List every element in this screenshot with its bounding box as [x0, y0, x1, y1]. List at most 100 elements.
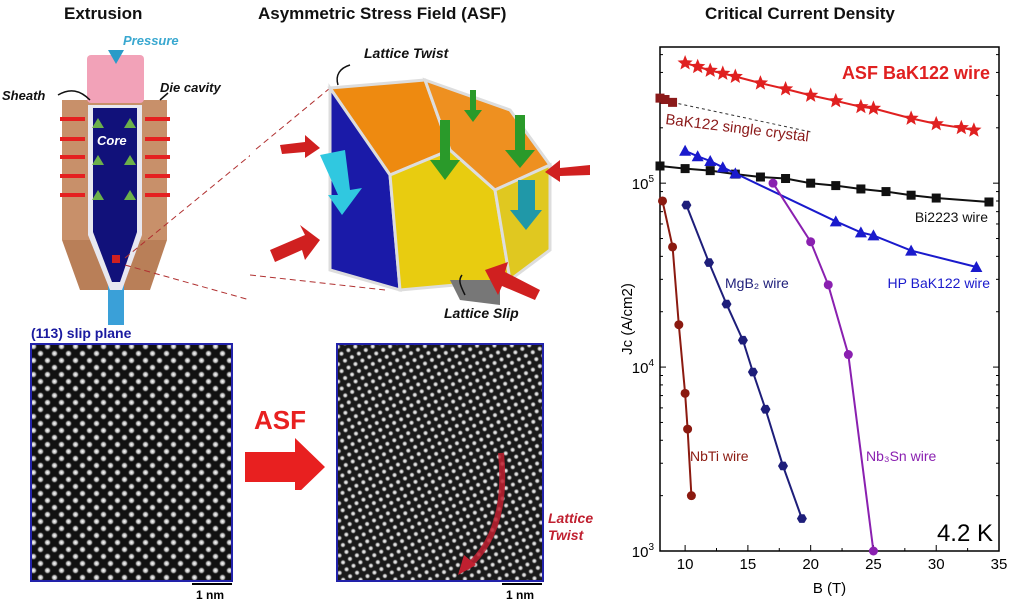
- triangle-marker: [691, 150, 704, 162]
- square-marker: [655, 93, 665, 103]
- square-marker: [906, 190, 916, 200]
- temperature-annotation: 4.2 K: [937, 520, 993, 547]
- triangle-marker: [729, 167, 742, 179]
- y-axis-label: Jc (A/cm2): [619, 283, 636, 355]
- star-marker: [777, 81, 794, 96]
- star-marker: [903, 110, 919, 125]
- triangle-marker: [704, 154, 717, 166]
- x-tick-label: 20: [802, 556, 819, 573]
- star-marker: [702, 62, 718, 77]
- triangle-marker: [679, 144, 692, 156]
- star-marker: [966, 122, 982, 137]
- slip-plane-label: (113) slip plane: [31, 325, 132, 341]
- star-marker: [928, 115, 944, 131]
- extrusion-diagram: [57, 35, 250, 325]
- scale-bar-left: [192, 583, 232, 585]
- star-marker: [865, 100, 882, 115]
- triangle-marker: [867, 229, 880, 241]
- square-marker: [806, 178, 816, 188]
- scale-label-left: 1 nm: [196, 588, 225, 602]
- triangle-marker: [829, 215, 842, 227]
- star-marker: [803, 87, 819, 102]
- circle-marker: [686, 491, 696, 501]
- bi2223-series-label: Bi2223 wire: [915, 209, 988, 225]
- star-marker: [953, 119, 969, 135]
- core-label: Core: [97, 133, 127, 148]
- square-marker: [831, 181, 841, 191]
- circle-marker: [768, 178, 778, 188]
- series-line: [661, 200, 693, 496]
- asf-title: Asymmetric Stress Field (ASF): [258, 4, 507, 23]
- circle-marker: [674, 320, 684, 330]
- circle-marker: [868, 546, 878, 556]
- stem-image-twisted: [336, 343, 544, 582]
- hexagon-marker: [737, 335, 748, 345]
- asf-arrow-label: ASF: [254, 405, 306, 435]
- star-marker: [752, 75, 769, 90]
- triangle-marker: [854, 226, 867, 238]
- nb3sn-series-label: Nb₃Sn wire: [866, 448, 936, 464]
- circle-marker: [658, 196, 668, 206]
- circle-marker: [668, 242, 678, 252]
- x-tick-label: 30: [928, 556, 945, 573]
- extrusion-title: Extrusion: [64, 4, 143, 23]
- flow-arrows-icon: [92, 118, 136, 200]
- star-marker: [690, 58, 706, 74]
- square-marker: [705, 166, 715, 176]
- square-marker: [680, 164, 690, 174]
- sheath-label: Sheath: [2, 88, 46, 103]
- plot-frame: [659, 46, 1000, 552]
- pressure-arrow-icon: [108, 35, 124, 64]
- lattice-twist-stem-label: Lattice Twist: [548, 510, 594, 543]
- square-marker: [931, 193, 941, 203]
- square-marker: [984, 197, 994, 207]
- square-marker: [660, 95, 670, 105]
- square-marker: [781, 174, 791, 184]
- square-marker: [881, 187, 891, 197]
- hexagon-marker: [704, 258, 714, 267]
- circle-marker: [806, 237, 816, 247]
- circle-marker: [823, 280, 833, 290]
- star-marker: [828, 92, 844, 108]
- mgb2-series-label: MgB₂ wire: [725, 275, 789, 291]
- pressure-label: Pressure: [123, 33, 179, 48]
- series-line: [684, 149, 977, 268]
- x-tick-label: 25: [865, 556, 882, 573]
- square-marker: [856, 184, 866, 194]
- scale-label-right: 1 nm: [506, 588, 535, 602]
- circle-marker: [683, 424, 693, 434]
- die-cavity-label: Die cavity: [160, 80, 221, 95]
- hexagon-marker: [747, 367, 758, 377]
- x-tick-label: 35: [991, 556, 1008, 573]
- hexagon-marker: [760, 404, 771, 414]
- chart-title: Critical Current Density: [705, 4, 895, 23]
- square-marker: [655, 161, 665, 171]
- lattice-slip-label: Lattice Slip: [444, 305, 519, 321]
- x-tick-label: 10: [677, 556, 694, 573]
- circle-marker: [843, 350, 853, 360]
- circle-marker: [680, 388, 690, 398]
- triangle-marker: [716, 161, 729, 173]
- compression-arrows-icon: [60, 117, 170, 197]
- hexagon-marker: [681, 200, 692, 210]
- lattice-twist-label: Lattice Twist: [364, 45, 449, 61]
- triangle-marker: [970, 261, 983, 273]
- x-tick-label: 15: [740, 556, 757, 573]
- x-axis-label: B (T): [813, 580, 846, 597]
- hexagon-marker: [778, 461, 788, 471]
- star-marker: [727, 68, 743, 83]
- square-marker: [755, 172, 765, 182]
- hexagon-marker: [721, 299, 732, 309]
- scale-bar-right: [502, 583, 542, 585]
- star-marker: [677, 55, 693, 70]
- stem-image-pristine: [30, 343, 233, 582]
- star-marker: [853, 98, 869, 114]
- square-marker: [668, 97, 678, 107]
- triangle-marker: [905, 244, 918, 256]
- asf-cube-diagram: [250, 64, 590, 305]
- nbti-series-label: NbTi wire: [690, 448, 749, 464]
- series-line: [772, 182, 875, 552]
- y-tick-label: 105: [632, 174, 655, 193]
- y-tick-label: 104: [632, 358, 655, 377]
